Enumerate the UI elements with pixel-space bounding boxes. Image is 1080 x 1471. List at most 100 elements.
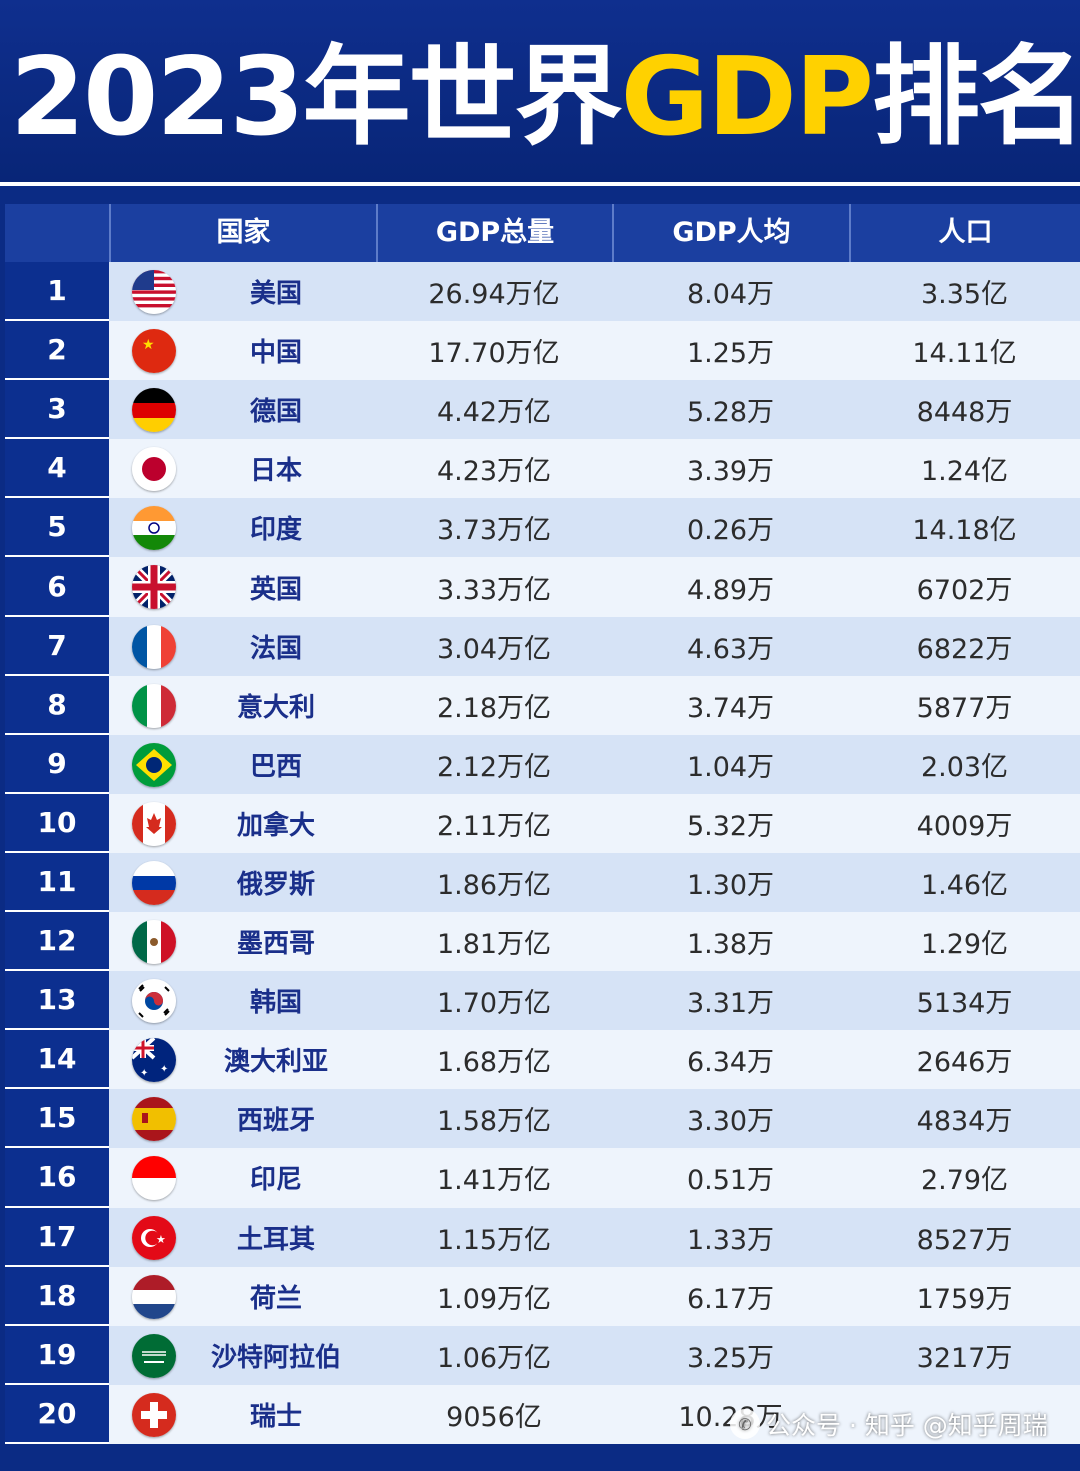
- gdp-per-capita-cell: 4.89万: [686, 574, 775, 606]
- header-gdp-per-capita: GDP人均: [612, 204, 849, 262]
- rank-cell: 6: [5, 557, 109, 617]
- table-row: 4 日本 4.23万亿 3.39万 1.24亿: [5, 439, 1080, 499]
- gdp-per-capita-cell: 5.28万: [686, 397, 775, 429]
- gdp-total-cell: 1.41万亿: [436, 1165, 552, 1197]
- country-cell: 印尼: [249, 1165, 302, 1196]
- table-row: 5 印度 3.73万亿 0.26万 14.18亿: [5, 498, 1080, 558]
- nl-flag-icon: [132, 1274, 176, 1319]
- population-cell: 14.11亿: [912, 338, 1017, 370]
- population-cell: 2646万: [916, 1047, 1013, 1079]
- sa-flag-icon: [132, 1333, 176, 1378]
- gdp-total-cell: 3.04万亿: [436, 633, 552, 665]
- country-cell: 西班牙: [236, 1106, 315, 1137]
- svg-text:★: ★: [142, 337, 155, 353]
- table-row: 13 韩国 1.70万亿 3.31万 5134万: [5, 971, 1080, 1031]
- gdp-total-cell: 1.68万亿: [436, 1047, 552, 1079]
- ch-flag-icon: [132, 1392, 176, 1437]
- gdp-per-capita-cell: 4.63万: [686, 633, 775, 665]
- ca-flag-icon: [132, 801, 176, 846]
- population-cell: 3.35亿: [920, 279, 1009, 311]
- gdp-per-capita-cell: 1.30万: [686, 869, 775, 901]
- gdp-total-cell: 3.33万亿: [436, 574, 552, 606]
- jp-flag-icon: [132, 447, 176, 492]
- gdp-total-cell: 1.86万亿: [436, 869, 552, 901]
- table-row: 6 英国 3.33万亿 4.89万 6702万: [5, 557, 1080, 617]
- gdp-per-capita-cell: 3.30万: [686, 1106, 775, 1138]
- svg-text:★: ★: [156, 1233, 166, 1246]
- rank-cell: 18: [5, 1266, 109, 1326]
- title-highlight: GDP: [620, 35, 874, 160]
- table-row: 19 沙特阿拉伯 1.06万亿 3.25万 3217万: [5, 1325, 1080, 1385]
- rank-cell: 15: [5, 1089, 109, 1149]
- table-row: 16 印尼 1.41万亿 0.51万 2.79亿: [5, 1148, 1080, 1208]
- rank-cell: 10: [5, 793, 109, 853]
- rank-cell: 5: [5, 498, 109, 558]
- rank-cell: 19: [5, 1325, 109, 1385]
- table-row: 9 巴西 2.12万亿 1.04万 2.03亿: [5, 734, 1080, 794]
- table-row: 15 西班牙 1.58万亿 3.30万 4834万: [5, 1089, 1080, 1149]
- table-row: 12 墨西哥 1.81万亿 1.38万 1.29亿: [5, 912, 1080, 972]
- gdp-total-cell: 4.23万亿: [436, 456, 552, 488]
- gdp-per-capita-cell: 3.39万: [686, 456, 775, 488]
- table-row: 3 德国 4.42万亿 5.28万 8448万: [5, 380, 1080, 440]
- table-row: 14 ✦ ✦ 澳大利亚 1.68万亿 6.34万 2646万: [5, 1030, 1080, 1090]
- rank-cell: 20: [5, 1384, 109, 1444]
- gdp-total-cell: 3.73万亿: [436, 515, 552, 547]
- gdp-total-cell: 1.58万亿: [436, 1106, 552, 1138]
- gdp-total-cell: 1.70万亿: [436, 988, 552, 1020]
- svg-text:✦: ✦: [160, 1064, 168, 1075]
- gdp-total-cell: 1.81万亿: [436, 929, 552, 961]
- ru-flag-icon: [132, 860, 176, 905]
- gdp-per-capita-cell: 1.38万: [686, 929, 775, 961]
- gb-flag-icon: [132, 565, 176, 610]
- us-flag-icon: [132, 270, 176, 314]
- title-prefix: 2023年世界: [10, 35, 623, 160]
- gdp-total-cell: 1.09万亿: [436, 1283, 552, 1315]
- gdp-per-capita-cell: 6.34万: [686, 1047, 775, 1079]
- gdp-total-cell: 17.70万亿: [428, 338, 560, 370]
- de-flag-icon: [132, 388, 176, 433]
- fr-flag-icon: [132, 624, 176, 669]
- country-cell: 韩国: [249, 988, 302, 1019]
- title-suffix: 排名: [872, 35, 1080, 160]
- cn-flag-icon: ★: [132, 329, 176, 374]
- population-cell: 5877万: [916, 692, 1013, 724]
- population-cell: 8527万: [916, 1224, 1013, 1256]
- rank-cell: 8: [5, 675, 109, 735]
- country-cell: 瑞士: [249, 1401, 302, 1432]
- country-cell: 印度: [249, 515, 302, 546]
- country-cell: 土耳其: [236, 1224, 315, 1255]
- title-banner: 2023年世界GDP排名: [0, 0, 1080, 186]
- population-cell: 4009万: [916, 810, 1013, 842]
- id-flag-icon: [132, 1156, 176, 1201]
- table-header: 国家 GDP总量 GDP人均 人口: [5, 204, 1080, 262]
- header-country: 国家: [109, 204, 376, 262]
- table-row: 20瑞士9056亿10.28万: [5, 1384, 1080, 1444]
- population-cell: 1759万: [916, 1283, 1013, 1315]
- rank-cell: 1: [5, 262, 109, 322]
- country-cell: 荷兰: [249, 1283, 302, 1314]
- gdp-per-capita-cell: 1.25万: [686, 338, 775, 370]
- country-cell: 加拿大: [236, 810, 315, 841]
- es-flag-icon: [132, 1097, 176, 1142]
- table-row: 11 俄罗斯 1.86万亿 1.30万 1.46亿: [5, 852, 1080, 913]
- country-cell: 俄罗斯: [236, 869, 315, 900]
- table-row: 7 法国 3.04万亿 4.63万 6822万: [5, 616, 1080, 676]
- watermark: ✆ 公众号 · 知乎 @知乎周瑞: [730, 1404, 1048, 1444]
- table-row: 17 ★ 土耳其 1.15万亿 1.33万 8527万: [5, 1207, 1080, 1267]
- rank-cell: 3: [5, 380, 109, 440]
- in-flag-icon: [132, 506, 176, 551]
- rank-cell: 16: [5, 1148, 109, 1208]
- gdp-ranking-table: 国家 GDP总量 GDP人均 人口 1 美国 26.94万亿 8.04万 3.35亿 2 ★…: [5, 204, 1080, 1444]
- header-gdp-total: GDP总量: [376, 204, 612, 262]
- country-cell: 墨西哥: [236, 929, 315, 960]
- gdp-per-capita-cell: 3.74万: [686, 692, 775, 724]
- gdp-per-capita-cell: 8.04万: [686, 279, 775, 311]
- country-cell: 意大利: [236, 692, 315, 723]
- population-cell: 2.03亿: [920, 751, 1009, 783]
- gdp-total-cell: 1.15万亿: [436, 1224, 552, 1256]
- gdp-per-capita-cell: 5.32万: [686, 810, 775, 842]
- rank-cell: 7: [5, 616, 109, 676]
- population-cell: 4834万: [916, 1106, 1013, 1138]
- watermark-text: 公众号 · 知乎 @知乎周瑞: [766, 1411, 1048, 1440]
